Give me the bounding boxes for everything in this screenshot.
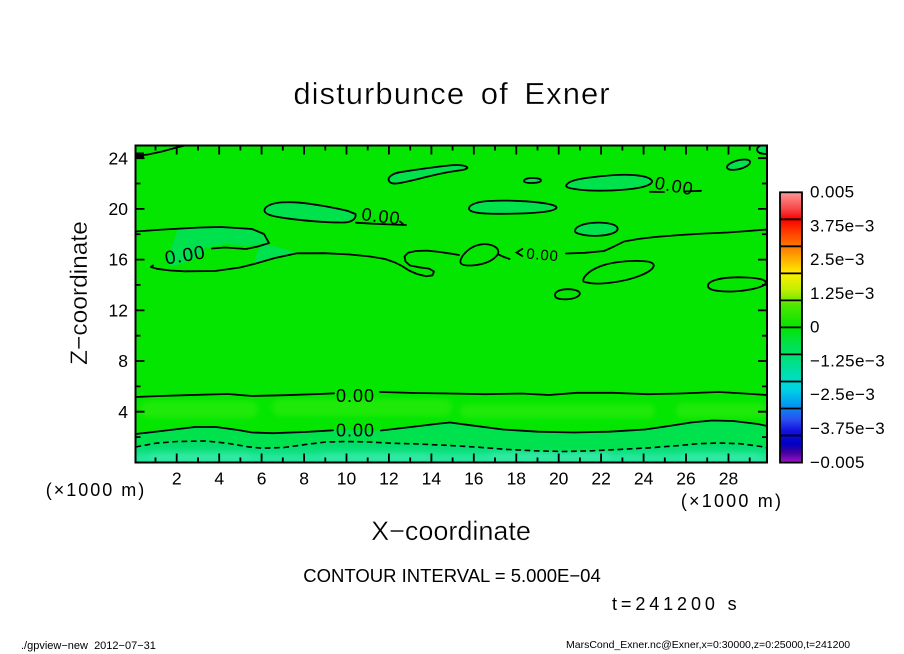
svg-text:26: 26 bbox=[676, 469, 695, 489]
svg-text:4: 4 bbox=[118, 402, 128, 422]
svg-text:12: 12 bbox=[109, 300, 128, 320]
svg-text:20: 20 bbox=[109, 199, 129, 219]
svg-text:10: 10 bbox=[337, 469, 357, 489]
svg-text:4: 4 bbox=[214, 469, 224, 489]
svg-text:2: 2 bbox=[172, 469, 182, 489]
svg-text:./gpview−new 2012−07−31: ./gpview−new 2012−07−31 bbox=[21, 640, 156, 652]
svg-text:0.00: 0.00 bbox=[336, 386, 375, 406]
svg-text:22: 22 bbox=[591, 469, 610, 489]
svg-text:0: 0 bbox=[810, 318, 820, 337]
svg-text:24: 24 bbox=[109, 148, 129, 168]
svg-text:8: 8 bbox=[118, 351, 128, 371]
svg-text:CONTOUR INTERVAL = 5.000E−04: CONTOUR INTERVAL = 5.000E−04 bbox=[303, 565, 601, 586]
svg-text:0.00: 0.00 bbox=[336, 421, 375, 441]
svg-text:MarsCond_Exner.nc@Exner,x=0:30: MarsCond_Exner.nc@Exner,x=0:30000,z=0:25… bbox=[566, 639, 850, 651]
svg-text:disturbunce of Exner: disturbunce of Exner bbox=[293, 76, 610, 111]
svg-text:20: 20 bbox=[549, 469, 569, 489]
svg-text:0.00: 0.00 bbox=[526, 246, 560, 266]
svg-text:12: 12 bbox=[379, 469, 398, 489]
svg-text:16: 16 bbox=[464, 469, 483, 489]
svg-text:18: 18 bbox=[507, 469, 526, 489]
svg-text:−2.5e−3: −2.5e−3 bbox=[810, 385, 875, 404]
svg-text:(×1000 m): (×1000 m) bbox=[681, 491, 783, 511]
svg-text:t=241200 s: t=241200 s bbox=[612, 594, 741, 614]
svg-text:14: 14 bbox=[422, 469, 442, 489]
svg-text:X−coordinate: X−coordinate bbox=[371, 516, 531, 546]
svg-text:16: 16 bbox=[109, 250, 128, 270]
svg-text:−0.005: −0.005 bbox=[810, 453, 865, 472]
svg-text:1.25e−3: 1.25e−3 bbox=[810, 284, 875, 303]
svg-text:−1.25e−3: −1.25e−3 bbox=[810, 351, 885, 370]
svg-text:2.5e−3: 2.5e−3 bbox=[810, 250, 865, 269]
svg-text:Z−coordinate: Z−coordinate bbox=[66, 221, 93, 365]
svg-text:0.005: 0.005 bbox=[810, 183, 855, 202]
svg-text:(×1000 m): (×1000 m) bbox=[46, 480, 147, 500]
svg-text:3.75e−3: 3.75e−3 bbox=[810, 216, 875, 235]
svg-text:6: 6 bbox=[257, 469, 267, 489]
svg-text:28: 28 bbox=[719, 469, 738, 489]
svg-text:0.00: 0.00 bbox=[361, 204, 402, 229]
svg-text:24: 24 bbox=[634, 469, 654, 489]
svg-text:−3.75e−3: −3.75e−3 bbox=[810, 419, 885, 438]
svg-text:8: 8 bbox=[299, 469, 309, 489]
